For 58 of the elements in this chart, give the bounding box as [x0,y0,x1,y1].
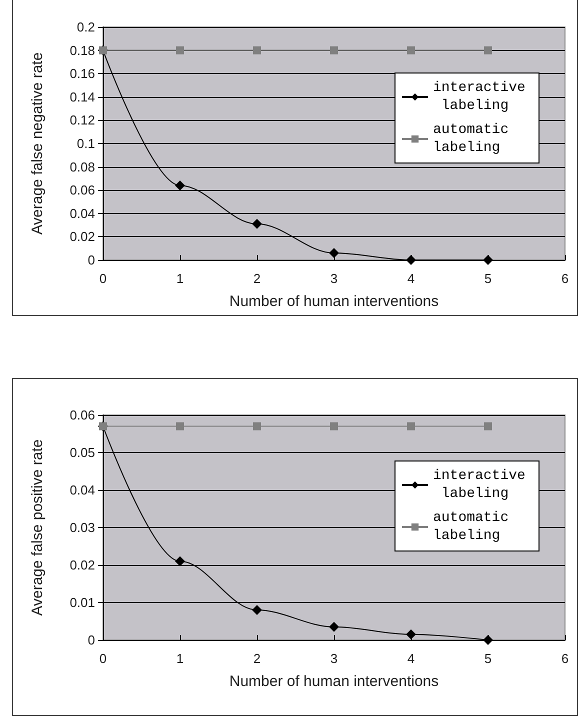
y-tick-label: 0.12 [70,112,95,128]
point [252,218,262,229]
x-tick-label: 6 [561,651,569,666]
point [407,46,415,54]
point [175,180,185,190]
x-tick-label: 2 [253,651,261,666]
legend-label: automatic labeling [433,510,518,544]
x-axis-title: Number of human interventions [229,293,439,310]
point [252,605,262,615]
point [253,46,261,54]
x-tick-label: 4 [407,651,415,666]
y-tick-label: 0 [88,252,95,268]
y-axis-title: Average false positive rate [29,439,46,616]
y-tick-label: 0.02 [70,229,95,244]
x-axis-title: Number of human interventions [229,673,439,690]
x-tick-label: 0 [99,651,107,666]
x-tick-label: 3 [330,651,338,666]
legend-label: interactive labeling [433,468,526,502]
y-tick-label: 0.06 [70,408,95,422]
y-axis-title: Average false negative rate [29,52,46,235]
point [176,46,184,54]
y-tick-label: 0 [88,632,95,648]
x-tick-label: 1 [176,271,184,286]
y-tick-label: 0.14 [70,89,95,104]
y-tick-label: 0.01 [70,595,95,610]
y-tick-label: 0.18 [70,42,95,58]
y-tick-label: 0.04 [70,482,95,498]
point [175,556,185,566]
x-tick-label: 0 [99,271,107,286]
y-tick-label: 0.02 [70,558,95,572]
point [329,622,339,632]
x-tick-label: 3 [330,271,338,286]
point [330,422,338,430]
y-tick-label: 0.2 [76,20,95,34]
point [407,422,415,430]
x-tick-label: 4 [407,271,415,286]
point [484,422,492,430]
y-tick-label: 0.08 [70,159,95,174]
point [406,255,416,265]
x-tick-label: 5 [484,651,492,666]
legend-label: interactive labeling [433,80,526,114]
y-tick-label: 0.04 [70,206,95,221]
x-tick-label: 6 [561,271,569,286]
x-tick-label: 5 [484,271,492,286]
y-tick-label: 0.16 [70,66,95,82]
legend-label: automatic labeling [433,122,518,156]
point [329,248,339,258]
y-tick-label: 0.1 [76,136,95,151]
y-tick-label: 0.06 [70,182,95,198]
x-tick-label: 1 [176,651,184,666]
point [253,422,261,430]
point [406,629,416,640]
y-tick-label: 0.03 [70,520,95,535]
point [484,46,492,54]
x-tick-label: 2 [253,271,261,286]
point [330,46,338,54]
point [176,422,184,430]
y-tick-label: 0.05 [70,445,95,460]
